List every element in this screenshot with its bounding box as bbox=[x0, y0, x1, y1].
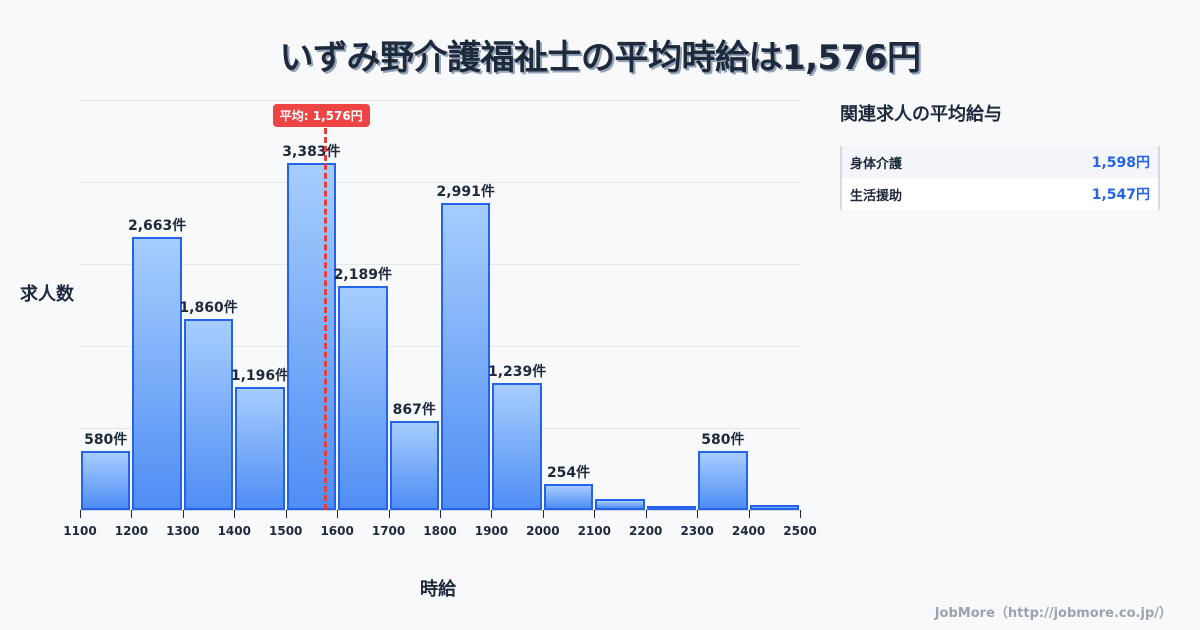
bar-value-label: 254件 bbox=[546, 464, 591, 481]
x-tick bbox=[645, 510, 647, 518]
x-tick bbox=[800, 510, 801, 518]
histogram-bar bbox=[646, 505, 697, 510]
x-tick-label: 2200 bbox=[629, 524, 663, 538]
histogram-bar bbox=[132, 237, 182, 510]
histogram-bar bbox=[698, 450, 748, 510]
bar-value-label: 867件 bbox=[392, 402, 436, 419]
related-salary-row: 身体介護 1,598円 bbox=[842, 146, 1158, 178]
job-type-salary: 1,598円 bbox=[1091, 155, 1150, 171]
x-tick bbox=[542, 510, 544, 518]
x-tick-label: 2300 bbox=[680, 524, 714, 538]
bar-value-label: 1,196件 bbox=[230, 368, 290, 385]
histogram-bar bbox=[389, 421, 439, 510]
y-axis-label: 求人数 bbox=[20, 284, 74, 305]
x-tick bbox=[594, 510, 596, 518]
related-salary-panel: 関連求人の平均給与 身体介護 1,598円 生活援助 1,547円 bbox=[840, 100, 1160, 210]
related-salary-title: 関連求人の平均給与 bbox=[840, 104, 1002, 125]
bar-value-label: 580件 bbox=[701, 431, 745, 448]
x-tick bbox=[440, 510, 441, 518]
x-axis-label: 時給 bbox=[420, 579, 456, 600]
histogram-bar bbox=[81, 450, 131, 510]
job-type-name: 生活援助 bbox=[850, 188, 903, 204]
bar-value-label: 3,383件 bbox=[282, 144, 341, 161]
bar-value-label: 580件 bbox=[84, 431, 128, 448]
x-tick-label: 1900 bbox=[474, 524, 509, 538]
job-type-salary: 1,547円 bbox=[1091, 187, 1150, 203]
x-tick bbox=[182, 510, 184, 518]
gridline bbox=[80, 100, 800, 101]
x-tick bbox=[80, 510, 81, 518]
gridline bbox=[80, 182, 800, 183]
average-line bbox=[323, 128, 327, 510]
x-tick bbox=[697, 510, 699, 518]
x-tick bbox=[131, 510, 133, 518]
gridline bbox=[80, 346, 800, 347]
x-tick-label: 2100 bbox=[577, 524, 611, 538]
x-tick-label: 2400 bbox=[731, 524, 766, 538]
related-salary-table: 身体介護 1,598円 生活援助 1,547円 bbox=[840, 146, 1160, 210]
x-tick bbox=[388, 510, 390, 518]
x-tick-label: 1400 bbox=[217, 524, 251, 538]
x-tick bbox=[337, 510, 339, 518]
x-tick-label: 1800 bbox=[423, 524, 457, 538]
histogram-bar bbox=[543, 483, 594, 510]
related-salary-row: 生活援助 1,547円 bbox=[842, 178, 1158, 210]
gridline bbox=[80, 428, 800, 429]
histogram-bar bbox=[492, 383, 542, 510]
histogram-bar bbox=[441, 203, 491, 510]
histogram-bar bbox=[286, 163, 337, 510]
x-tick-label: 1200 bbox=[114, 524, 149, 538]
histogram-bar bbox=[595, 499, 645, 510]
x-tick bbox=[748, 510, 750, 518]
bar-value-label: 1,239件 bbox=[487, 364, 547, 380]
page-title: いずみ野介護福祉士の平均時給は1,576円 bbox=[279, 38, 921, 78]
histogram-bar bbox=[749, 504, 799, 510]
x-tick-label: 1700 bbox=[371, 524, 406, 538]
x-tick-label: 1500 bbox=[269, 524, 303, 538]
histogram-bar bbox=[183, 319, 234, 510]
histogram-bar bbox=[338, 285, 388, 510]
x-tick bbox=[491, 510, 493, 518]
histogram-bar bbox=[235, 387, 285, 510]
x-tick-label: 1100 bbox=[63, 524, 97, 538]
histogram-chart: 求人数 時給 580件 2,663件 1,860件 1,196件 3,383件 2,189… bbox=[20, 100, 817, 600]
bar-value-label: 2,663件 bbox=[127, 218, 187, 235]
bar-value-label: 2,189件 bbox=[333, 266, 392, 283]
x-tick-label: 1300 bbox=[166, 524, 200, 538]
x-tick bbox=[285, 510, 287, 518]
x-tick-label: 1600 bbox=[320, 524, 354, 538]
average-badge: 平均: 1,576円 bbox=[272, 104, 370, 127]
bar-value-label: 1,860件 bbox=[179, 300, 238, 317]
job-type-name: 身体介護 bbox=[850, 156, 903, 172]
x-tick-label: 2500 bbox=[783, 524, 817, 538]
gridline bbox=[80, 264, 800, 265]
bar-value-label: 2,991件 bbox=[436, 184, 495, 201]
source-credit: JobMore（http://jobmore.co.jp/） bbox=[934, 606, 1172, 621]
x-tick-label: 2000 bbox=[526, 524, 560, 538]
x-tick bbox=[234, 510, 236, 518]
